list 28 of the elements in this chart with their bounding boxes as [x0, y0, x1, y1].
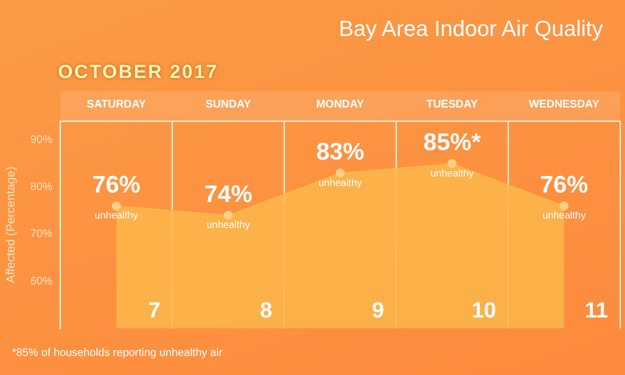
- y-axis-title: Affected (Percentage): [4, 166, 18, 284]
- x-tick-label: TUESDAY: [426, 98, 479, 111]
- data-label: 74%: [204, 181, 252, 208]
- x-tick-label: MONDAY: [316, 98, 365, 111]
- y-tick-label: 90%: [30, 134, 53, 146]
- data-label: 83%: [316, 138, 364, 166]
- annotation: unhealthy: [318, 178, 362, 189]
- data-label: 85%*: [423, 129, 482, 156]
- annotation: 11: [584, 297, 608, 322]
- text: *85% of households reporting unhealthy air: [12, 347, 222, 359]
- annotation: 8: [260, 297, 272, 322]
- annotation: unhealthy: [206, 220, 250, 232]
- annotation: 10: [472, 297, 496, 322]
- x-tick-label: WEDNESDAY: [528, 98, 600, 111]
- x-tick-label: SUNDAY: [206, 98, 252, 111]
- chart-title: Bay Area Indoor Air Quality: [338, 16, 603, 42]
- annotation: unhealthy: [542, 210, 586, 222]
- y-tick-label: 70%: [30, 228, 53, 240]
- chart-subtitle: OCTOBER 2017: [58, 62, 218, 84]
- annotation: unhealthy: [94, 210, 138, 222]
- y-tick-label: 60%: [30, 275, 53, 288]
- x-tick-label: SATURDAY: [86, 98, 147, 111]
- data-label: 76%: [92, 172, 140, 199]
- annotation: 7: [148, 297, 160, 322]
- annotation: 9: [372, 297, 384, 322]
- annotation: unhealthy: [430, 168, 474, 180]
- data-label: 76%: [540, 172, 588, 199]
- y-tick-label: 80%: [30, 181, 53, 194]
